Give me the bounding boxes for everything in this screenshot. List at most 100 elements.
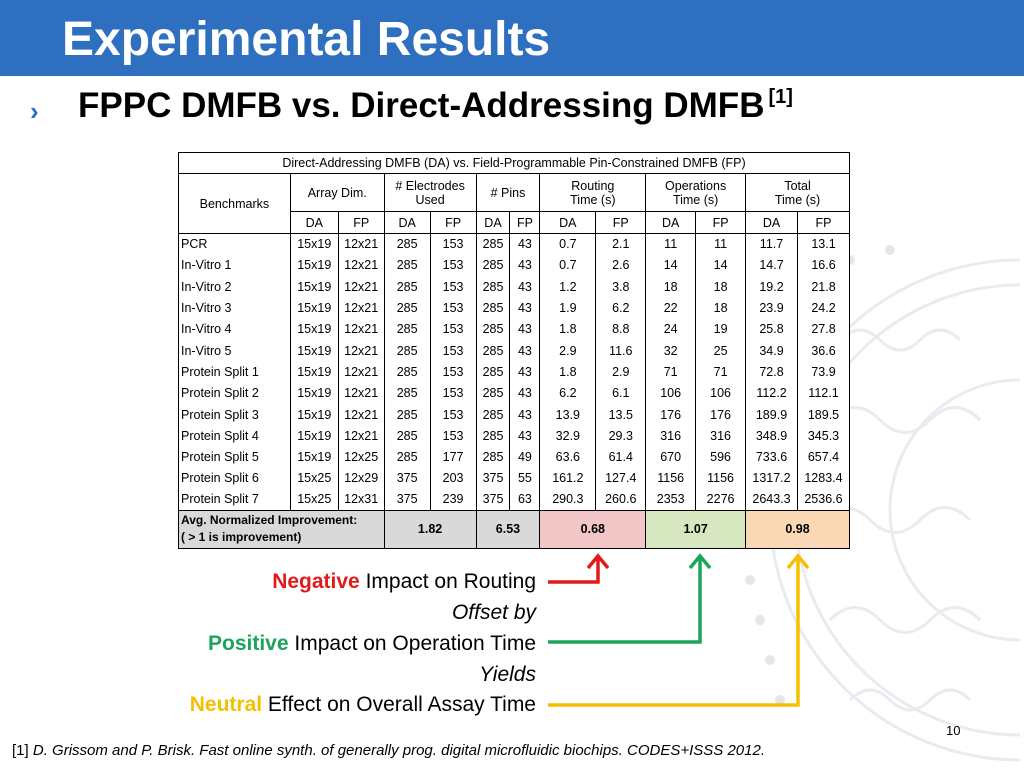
table-caption: Direct-Addressing DMFB (DA) vs. Field-Pr… <box>178 152 850 174</box>
table-cell: 14.7 <box>745 254 798 277</box>
table-cell: 1283.4 <box>796 467 851 490</box>
table-cell: 375 <box>475 489 511 511</box>
table-cell: 285 <box>383 254 431 277</box>
benchmark-name: Protein Split 4 <box>178 425 291 447</box>
subheader-da: DA <box>745 211 798 234</box>
table-cell: 348.9 <box>745 425 798 447</box>
table-cell: 153 <box>429 361 477 383</box>
benchmark-name: In-Vitro 5 <box>178 339 291 362</box>
table-cell: 55 <box>509 467 541 490</box>
table-cell: 32 <box>645 339 697 362</box>
table-cell: 12x21 <box>337 276 385 298</box>
table-row: In-Vitro 5 15x19 12x21 285 153 285 43 2.9 11.6 32… <box>178 339 851 362</box>
neutral-keyword: Neutral <box>189 693 263 716</box>
table-cell: 12x21 <box>337 361 385 383</box>
table-cell: 27.8 <box>796 318 851 340</box>
table-cell: 285 <box>383 446 431 468</box>
table-cell: 285 <box>475 254 511 277</box>
subheader-da: DA <box>475 211 511 234</box>
negative-arrow-icon <box>548 553 610 584</box>
table-cell: 11.7 <box>745 233 798 255</box>
table-cell: 71 <box>645 361 697 383</box>
offset-by-text: Offset by <box>451 601 536 624</box>
subheader-fp: FP <box>695 211 747 234</box>
header-benchmarks: Benchmarks <box>178 173 291 234</box>
header-routing: Routing Time (s) <box>539 173 647 212</box>
bullet-chevron-icon: › <box>30 96 39 126</box>
table-cell: 285 <box>475 276 511 298</box>
subheader-fp: FP <box>509 211 541 234</box>
title-bar: Experimental Results <box>0 0 1024 76</box>
subheader-da: DA <box>383 211 431 234</box>
table-cell: 12x25 <box>337 446 385 468</box>
results-table: Direct-Addressing DMFB (DA) vs. Field-Pr… <box>178 152 851 549</box>
table-cell: 0.7 <box>539 254 597 277</box>
table-cell: 15x19 <box>289 382 339 404</box>
table-cell: 189.5 <box>796 403 851 426</box>
table-cell: 15x19 <box>289 233 339 255</box>
table-cell: 285 <box>475 361 511 383</box>
table-row: Protein Split 6 15x25 12x29 375 203 375 55 161.… <box>178 467 851 490</box>
subtitle-text: FPPC DMFB vs. Direct-Addressing DMFB <box>78 86 765 125</box>
table-row: Protein Split 7 15x25 12x31 375 239 375 63 290.… <box>178 489 851 511</box>
subheader-fp: FP <box>595 211 647 234</box>
table-cell: 11.6 <box>595 339 647 362</box>
positive-keyword: Positive <box>208 632 289 655</box>
table-cell: 1156 <box>645 467 697 490</box>
positive-text: Impact on Operation Time <box>288 632 536 655</box>
table-cell: 596 <box>695 446 747 468</box>
table-cell: 1.8 <box>539 318 597 340</box>
table-cell: 43 <box>509 254 541 277</box>
subheader-da: DA <box>539 211 597 234</box>
table-cell: 43 <box>509 339 541 362</box>
table-cell: 285 <box>475 233 511 255</box>
table-cell: 2643.3 <box>745 489 798 511</box>
table-cell: 3.8 <box>595 276 647 298</box>
table-cell: 43 <box>509 403 541 426</box>
header-array-dim: Array Dim. <box>289 173 385 212</box>
table-cell: 153 <box>429 233 477 255</box>
footer-label: Avg. Normalized Improvement: ( > 1 is imp… <box>178 509 385 549</box>
table-cell: 176 <box>695 403 747 426</box>
negative-annotation: Negative Impact on Routing <box>272 570 536 594</box>
footer-electrodes-value: 1.82 <box>383 509 477 549</box>
table-cell: 285 <box>475 297 511 319</box>
table-cell: 11 <box>645 233 697 255</box>
table-cell: 285 <box>383 403 431 426</box>
table-cell: 13.5 <box>595 403 647 426</box>
table-cell: 153 <box>429 318 477 340</box>
table-row: Protein Split 2 15x19 12x21 285 153 285 43 6.2 6… <box>178 382 851 404</box>
table-cell: 285 <box>475 446 511 468</box>
table-cell: 19.2 <box>745 276 798 298</box>
table-cell: 63.6 <box>539 446 597 468</box>
benchmark-name: Protein Split 3 <box>178 403 291 426</box>
table-cell: 12x21 <box>337 339 385 362</box>
positive-arrow-icon <box>548 553 712 644</box>
table-cell: 285 <box>475 382 511 404</box>
table-cell: 285 <box>383 339 431 362</box>
table-cell: 18 <box>695 297 747 319</box>
table-cell: 1.9 <box>539 297 597 319</box>
table-row: Protein Split 3 15x19 12x21 285 153 285 43 13.9… <box>178 403 851 426</box>
table-cell: 43 <box>509 425 541 447</box>
table-cell: 19 <box>695 318 747 340</box>
table-cell: 43 <box>509 297 541 319</box>
table-cell: 12x21 <box>337 382 385 404</box>
table-cell: 15x19 <box>289 425 339 447</box>
header-operations: Operations Time (s) <box>645 173 747 212</box>
table-cell: 285 <box>475 318 511 340</box>
benchmark-name: Protein Split 5 <box>178 446 291 468</box>
table-cell: 112.1 <box>796 382 851 404</box>
table-cell: 43 <box>509 361 541 383</box>
table-cell: 12x21 <box>337 318 385 340</box>
table-cell: 127.4 <box>595 467 647 490</box>
table-cell: 24 <box>645 318 697 340</box>
table-cell: 12x29 <box>337 467 385 490</box>
table-cell: 15x19 <box>289 446 339 468</box>
header-electrodes: # Electrodes Used <box>383 173 477 212</box>
table-cell: 189.9 <box>745 403 798 426</box>
header-pins: # Pins <box>475 173 541 212</box>
table-cell: 285 <box>383 233 431 255</box>
table-row: Protein Split 5 15x19 12x25 285 177 285 49 63.6… <box>178 446 851 468</box>
table-cell: 13.1 <box>796 233 851 255</box>
